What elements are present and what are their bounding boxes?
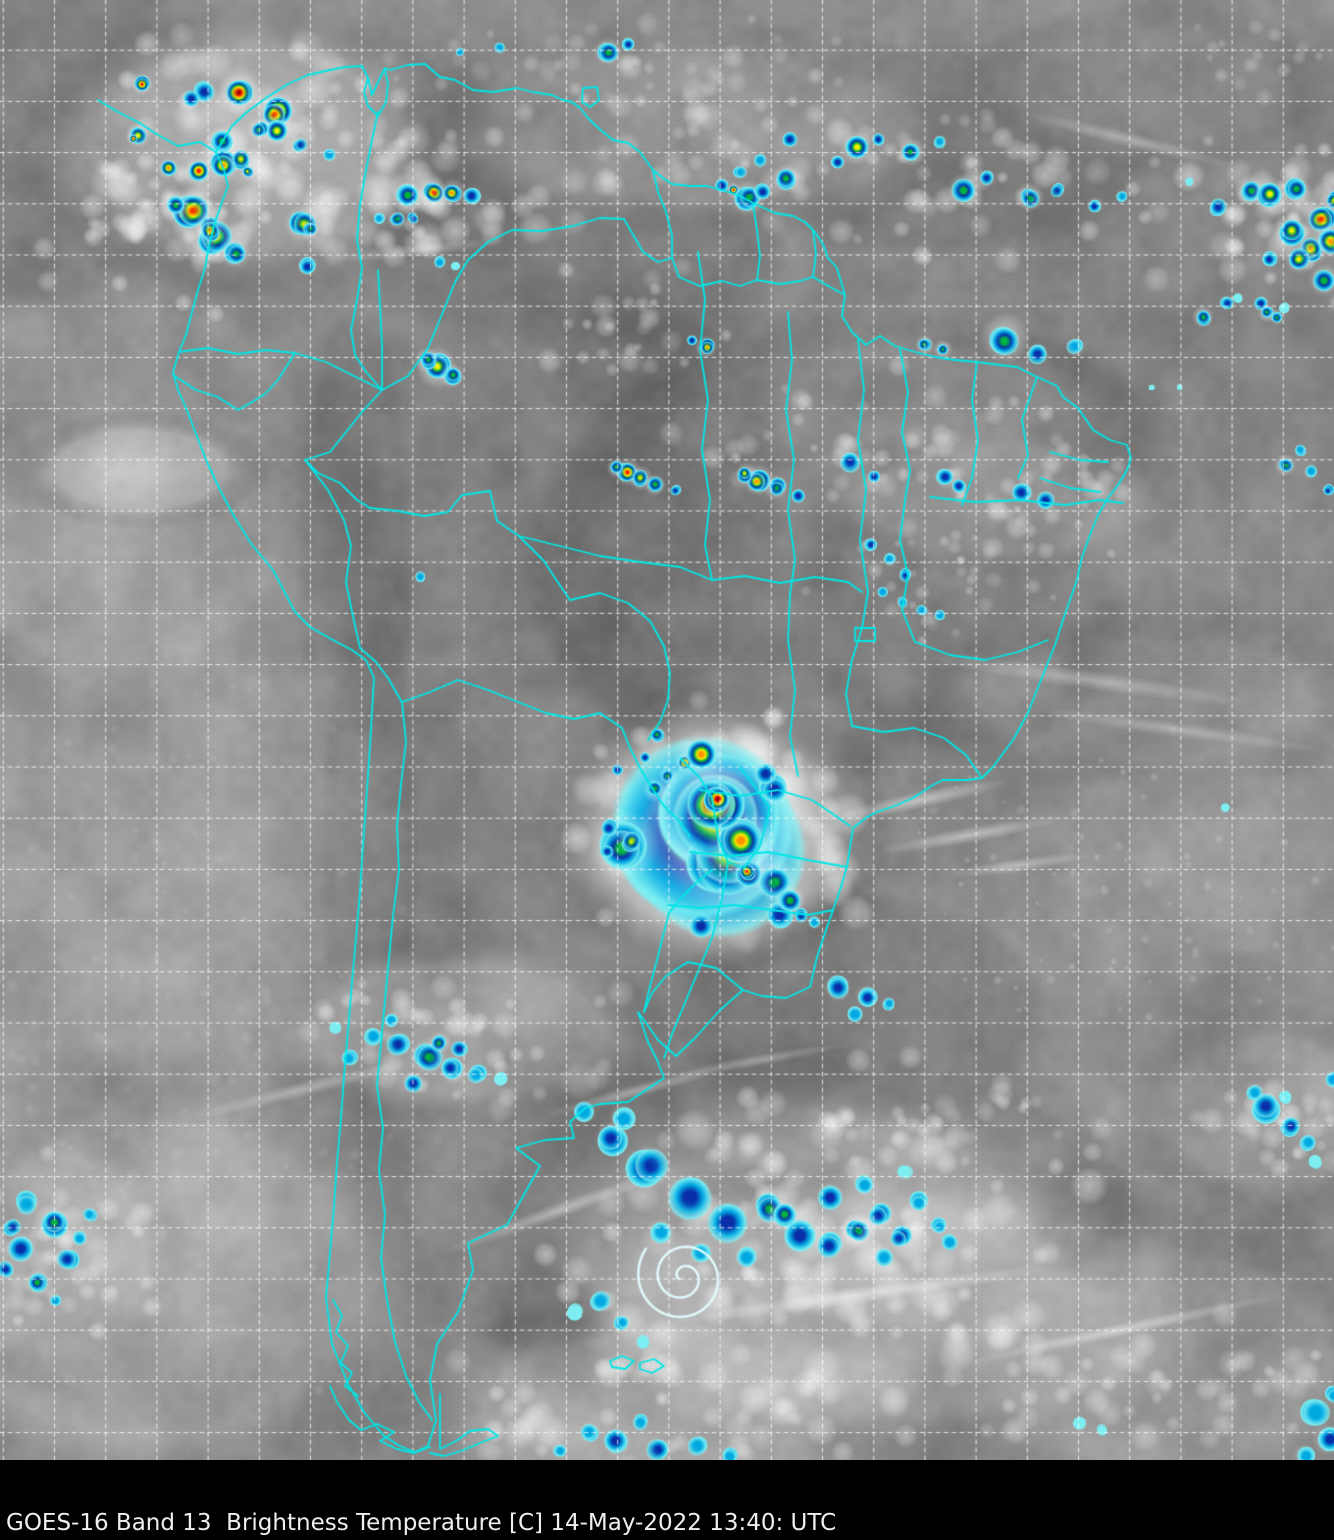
caption-text: GOES-16 Band 13 Brightness Temperature [… xyxy=(6,1509,837,1536)
caption-bar: GOES-16 Band 13 Brightness Temperature [… xyxy=(0,1460,1334,1540)
satellite-imagery-canvas xyxy=(0,0,1334,1460)
